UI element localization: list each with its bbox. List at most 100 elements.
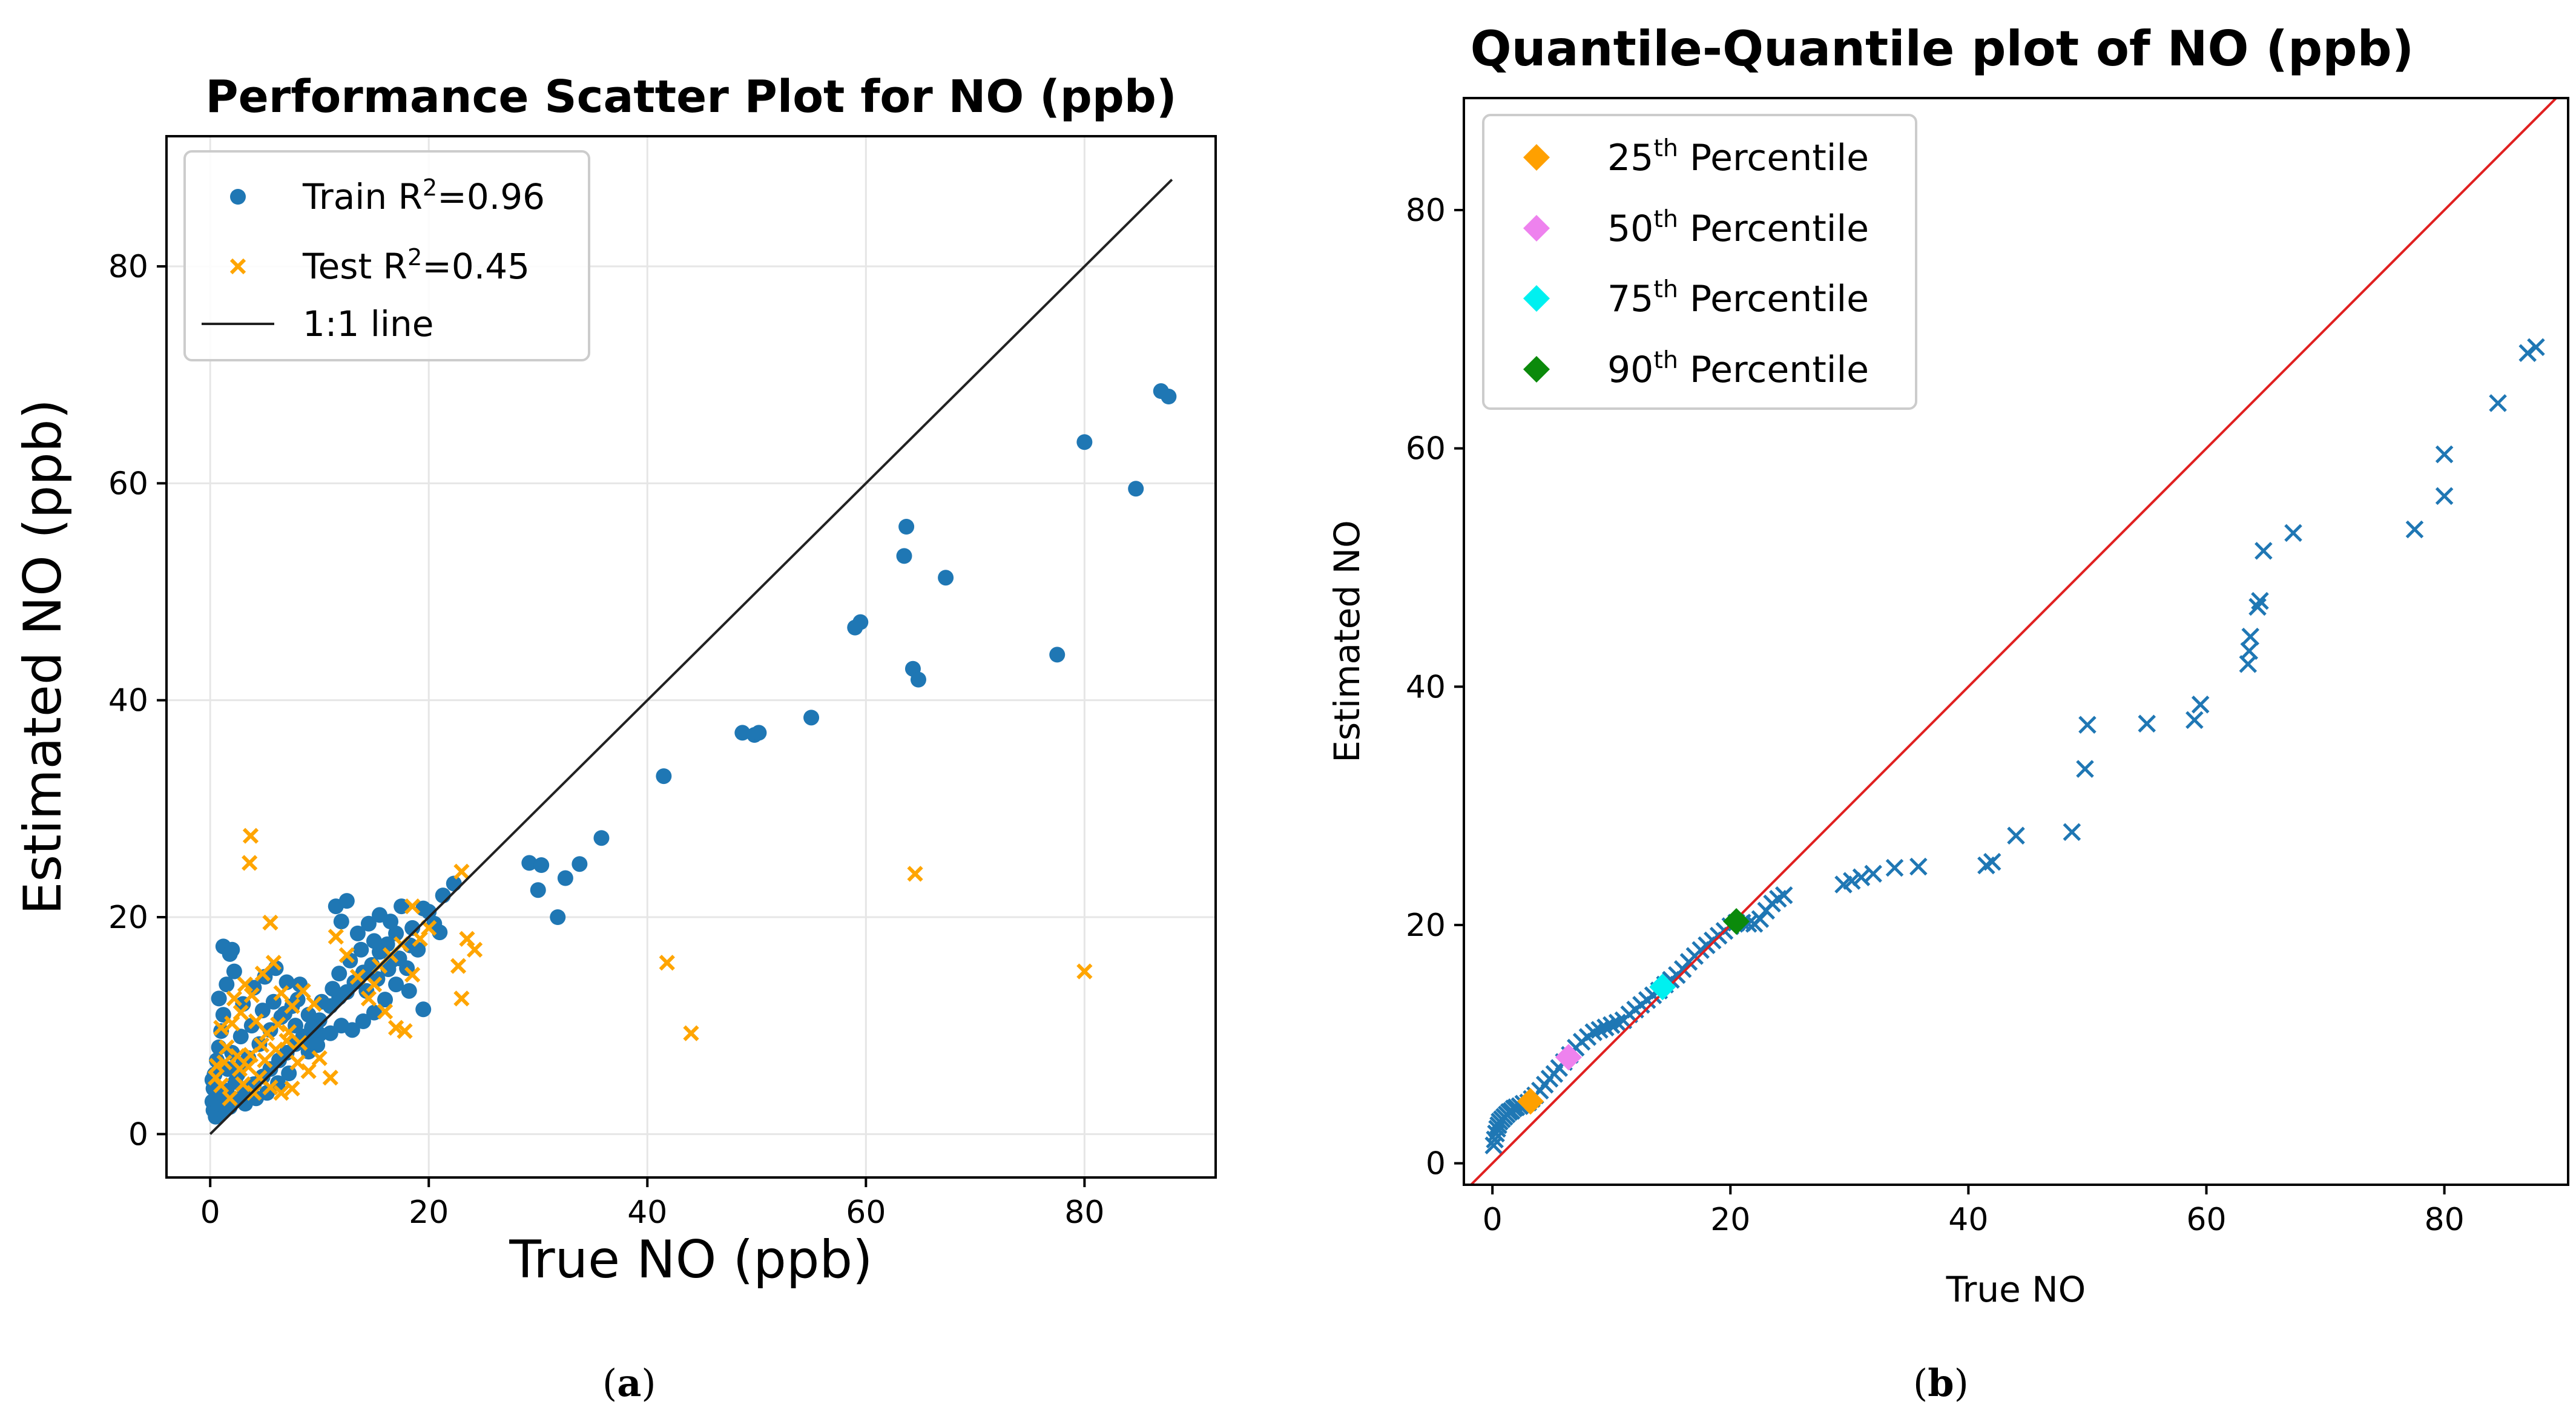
test-point (273, 1085, 289, 1101)
test-point (284, 998, 300, 1015)
y-tick-label: 40 (108, 683, 148, 719)
train-point (383, 914, 399, 930)
qq-point (1774, 886, 1793, 904)
legend-label: 75th Percentile (1607, 275, 1869, 320)
test-point (311, 1050, 328, 1067)
qq-point (2186, 711, 2204, 729)
train-point (331, 966, 348, 982)
train-point (404, 920, 421, 936)
qq-point (1842, 872, 1861, 890)
test-point (213, 1019, 229, 1036)
x-axis-label: True NO (1946, 1269, 2086, 1310)
test-point (412, 930, 428, 947)
qq-point (1983, 852, 2001, 871)
qq-panel-b: 0 20 40 60 80 0 20 40 60 80 Quantile-Quantile plot… (1326, 21, 2569, 1310)
train-point (388, 976, 404, 993)
legend-label: 1:1 line (303, 303, 433, 344)
train-point (734, 725, 751, 741)
test-point (322, 1070, 338, 1086)
train-point (521, 855, 538, 871)
x-tick-label: 80 (1064, 1194, 1104, 1231)
test-point (360, 990, 377, 1007)
qq-point (2284, 524, 2302, 542)
train-point (366, 933, 382, 949)
qq-point (2255, 542, 2273, 560)
train-point (1128, 481, 1144, 497)
test-point (237, 976, 254, 993)
qq-point (2405, 520, 2424, 539)
qq-point (1864, 864, 1882, 883)
legend-marker-50th (1523, 215, 1550, 242)
train-point (432, 924, 448, 941)
qq-point (1885, 858, 1904, 877)
test-point (273, 985, 289, 1001)
qq-point (2251, 591, 2269, 610)
train-point (572, 856, 588, 872)
test-point (284, 1080, 300, 1097)
plot-frame (165, 135, 1217, 1179)
qq-point (1602, 1016, 1621, 1035)
train-point (322, 1025, 338, 1041)
test-point (262, 914, 278, 931)
test-point (459, 930, 475, 947)
train-point (401, 983, 417, 999)
qq-point (2241, 627, 2259, 646)
legend-label: 90th Percentile (1607, 346, 1869, 391)
qq-point (2435, 487, 2454, 505)
train-point (254, 1003, 271, 1019)
qq-point (2078, 716, 2097, 734)
y-tick-label: 0 (1426, 1146, 1446, 1182)
y-tick-label: 60 (1406, 431, 1446, 467)
train-point (338, 893, 355, 909)
test-point (231, 1061, 248, 1077)
one-to-one-line (1469, 98, 2558, 1185)
y-tick-label: 20 (1406, 907, 1446, 944)
train-point (226, 963, 242, 980)
test-point (300, 1063, 317, 1079)
train-point (593, 830, 610, 846)
y-tick-label: 0 (128, 1116, 148, 1153)
y-tick-label: 80 (1406, 193, 1446, 229)
legend-marker-25th (1523, 144, 1550, 171)
qq-point (2063, 823, 2081, 841)
legend-label: 25th Percentile (1607, 134, 1869, 179)
train-point (533, 857, 550, 873)
x-tick-label: 0 (1483, 1202, 1503, 1238)
train-point (333, 1018, 349, 1034)
percentile-marker-50th (1555, 1044, 1582, 1071)
test-point (366, 976, 383, 993)
train-point (1076, 434, 1093, 450)
test-point (208, 1058, 225, 1074)
qq-point (2435, 445, 2454, 464)
subfigure-label-b: (b) (1913, 1361, 1969, 1405)
legend-marker-train (230, 189, 246, 205)
chart-title: Quantile-Quantile plot of NO (ppb) (1471, 21, 2414, 77)
legend-label: Train R2=0.96 (302, 174, 545, 217)
test-point (338, 947, 355, 963)
train-point (898, 519, 915, 535)
qq-point (2527, 338, 2545, 357)
y-tick-label: 80 (108, 249, 148, 285)
test-point (683, 1025, 699, 1041)
qq-point (1751, 910, 1770, 928)
test-point (397, 1023, 413, 1039)
x-axis-label: True NO (ppb) (509, 1230, 872, 1290)
legend-label: Test R2=0.45 (302, 244, 530, 287)
chart-title: Performance Scatter Plot for NO (ppb) (205, 71, 1176, 123)
scatter-panel-a: 0 20 40 60 80 0 20 40 60 80 Performance Scatter Pl… (13, 71, 1217, 1290)
test-point (246, 1085, 262, 1101)
percentile-marker-25th (1517, 1088, 1544, 1115)
x-tick-label: 20 (409, 1194, 449, 1231)
train-point (360, 915, 377, 932)
train-point (446, 875, 462, 892)
x-tick-label: 80 (2425, 1202, 2465, 1238)
legend-box (183, 150, 590, 361)
train-point (324, 981, 341, 997)
test-point (253, 1037, 270, 1053)
test-point (404, 898, 421, 915)
qq-point (1608, 1013, 1627, 1032)
percentile-marker-90th (1723, 908, 1750, 935)
qq-point (2191, 696, 2210, 714)
train-point (910, 671, 926, 688)
test-point (243, 987, 260, 1004)
